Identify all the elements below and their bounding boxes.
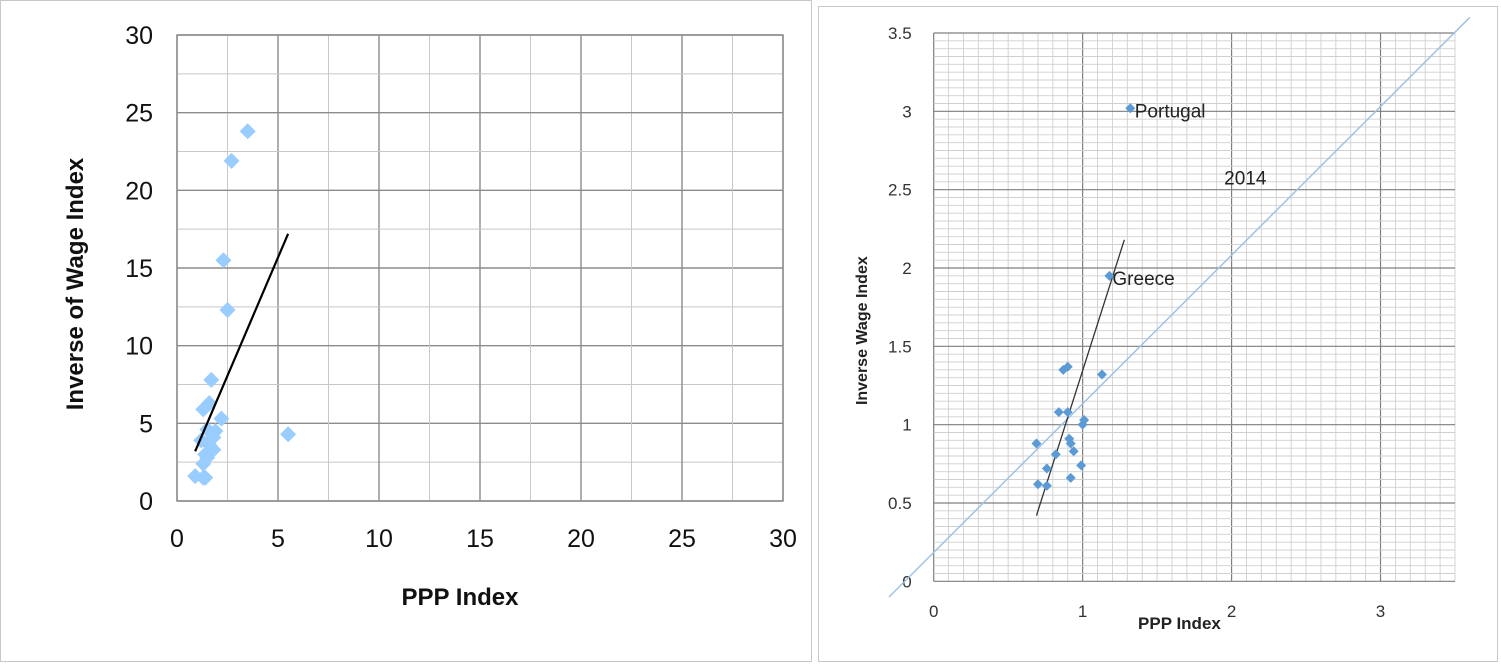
y-tick-label: 20 xyxy=(125,177,153,205)
annotation-label: Portugal xyxy=(1135,101,1206,122)
data-point xyxy=(1077,419,1088,430)
plot-area-border xyxy=(176,34,784,502)
data-point xyxy=(1058,364,1069,375)
x-axis-title: PPP Index xyxy=(1138,614,1221,633)
data-point xyxy=(1032,479,1043,490)
data-point xyxy=(1096,369,1107,380)
y-tick-label: 0 xyxy=(139,488,153,516)
x-tick-label: 3 xyxy=(1376,602,1385,621)
x-tick-label: 20 xyxy=(567,525,595,553)
data-point xyxy=(215,252,232,269)
data-point xyxy=(1062,361,1073,372)
data-point xyxy=(199,449,216,466)
data-point xyxy=(197,469,214,486)
data-point xyxy=(223,152,240,169)
left-scatter-chart: 0 5 10 15 20 25 30 0 5 10 15 20 25 30 PPP Index Inverse… xyxy=(62,22,797,611)
y-tick-label: 0 xyxy=(902,572,911,591)
data-point xyxy=(1125,103,1136,114)
y-tick-label: 3.5 xyxy=(888,24,912,43)
y-tick-label: 15 xyxy=(125,255,153,283)
y-tick-label: 2 xyxy=(902,259,911,278)
y-tick-label: 25 xyxy=(125,100,153,128)
x-tick-label: 0 xyxy=(929,602,938,621)
data-point xyxy=(205,429,222,446)
y-tick-label: 10 xyxy=(125,333,153,361)
annotation-label: 2014 xyxy=(1224,169,1267,190)
data-point xyxy=(1062,407,1073,418)
x-tick-label: 15 xyxy=(466,525,494,553)
data-point xyxy=(1104,270,1115,281)
data-point xyxy=(1065,438,1076,449)
data-point xyxy=(1065,472,1076,483)
y-tick-label: 2.5 xyxy=(888,181,912,200)
right-scatter-chart: 0 1 2 3 0 0.5 1 1.5 2 2.5 3 3.5 PPP Index Inverse Wag… xyxy=(854,16,1471,633)
x-tick-label: 5 xyxy=(271,525,285,553)
data-point xyxy=(1041,463,1052,474)
trendline xyxy=(1035,239,1125,516)
data-point xyxy=(213,410,230,427)
x-tick-label: 25 xyxy=(668,525,696,553)
y-axis-title: Inverse of Wage Index xyxy=(62,157,89,410)
annotation-label: Greece xyxy=(1112,269,1174,290)
right-chart-panel: 0 1 2 3 0 0.5 1 1.5 2 2.5 3 3.5 PPP Index Inverse Wag… xyxy=(818,6,1498,662)
x-axis-title: PPP Index xyxy=(402,584,520,611)
data-point xyxy=(1041,480,1052,491)
data-point xyxy=(239,123,256,140)
x-tick-label: 30 xyxy=(769,525,797,553)
y-tick-label: 1.5 xyxy=(888,337,912,356)
diagonal-reference-line xyxy=(888,16,1471,598)
x-tick-label: 10 xyxy=(365,525,393,553)
y-axis-title: Inverse Wage Index xyxy=(854,256,871,405)
y-tick-label: 0.5 xyxy=(888,494,912,513)
data-point xyxy=(1050,449,1061,460)
data-point xyxy=(1031,438,1042,449)
data-point xyxy=(1068,446,1079,457)
x-tick-label: 1 xyxy=(1078,602,1087,621)
y-tick-label: 30 xyxy=(125,22,153,50)
data-point xyxy=(203,371,220,388)
data-point xyxy=(1053,407,1064,418)
data-point xyxy=(195,401,212,418)
data-point xyxy=(280,426,297,443)
y-tick-label: 1 xyxy=(902,416,911,435)
x-tick-label: 0 xyxy=(170,525,184,553)
data-point xyxy=(1076,460,1087,471)
trendline xyxy=(194,233,290,452)
data-point xyxy=(219,301,236,318)
y-tick-label: 5 xyxy=(139,410,153,438)
x-tick-label: 2 xyxy=(1227,602,1236,621)
left-chart-panel: 0 5 10 15 20 25 30 0 5 10 15 20 25 30 PPP Index Inverse… xyxy=(0,0,812,662)
y-tick-label: 3 xyxy=(902,102,911,121)
